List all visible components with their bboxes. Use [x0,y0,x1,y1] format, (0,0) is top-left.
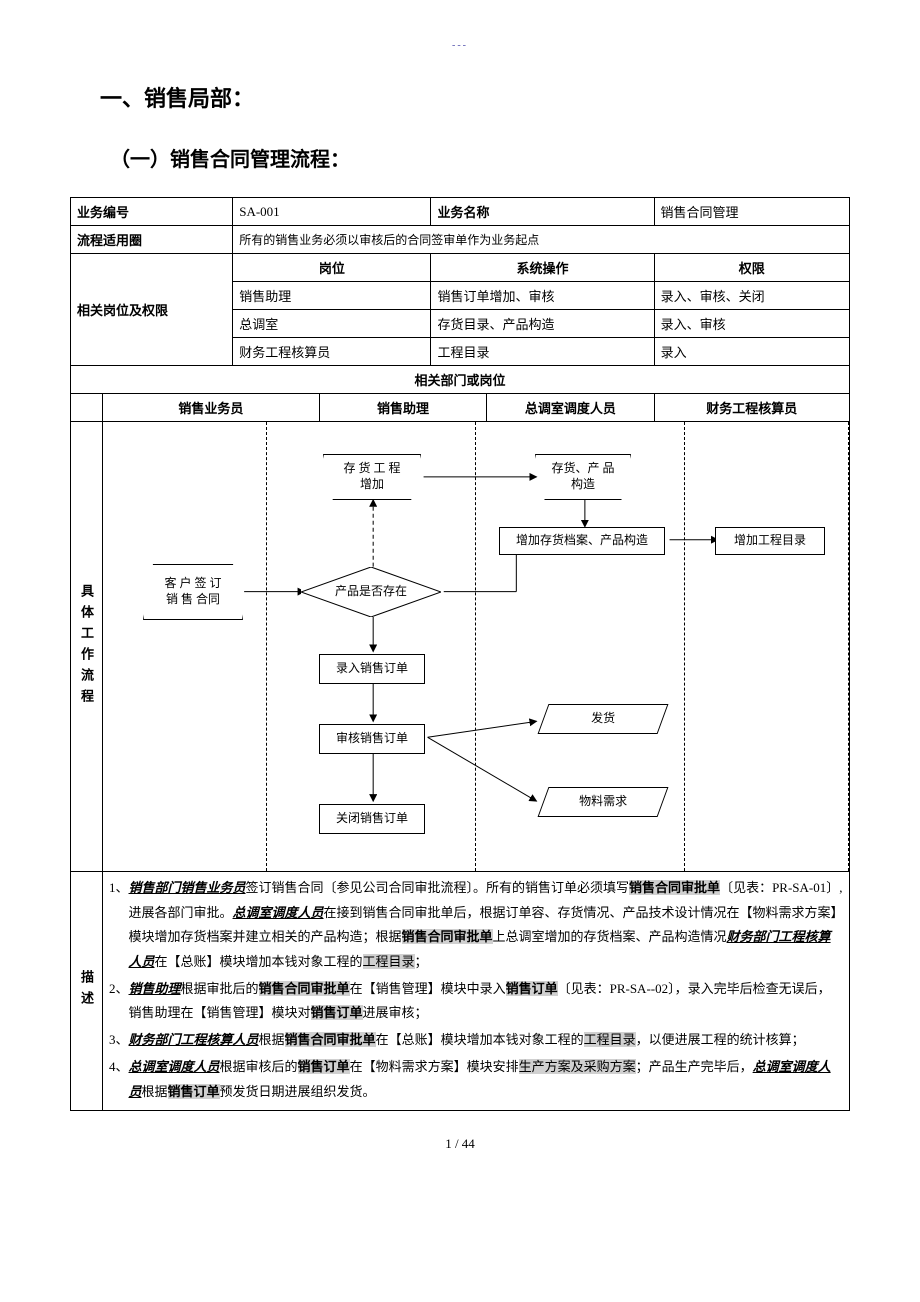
flow-col-3: 财务工程核算员 [654,394,849,422]
node-add-inv-file: 增加存货档案、产品构造 [499,527,665,555]
roles-1-operation: 存货目录、产品构造 [431,310,654,338]
dept-header: 相关部门或岗位 [71,366,850,394]
roles-h-operation: 系统操作 [431,254,654,282]
desc-item: 1、销售部门销售业务员签订销售合同〔参见公司合同审批流程〕。所有的销售订单必须填… [109,876,843,975]
roles-1-position: 总调室 [233,310,431,338]
flowchart-cell: 客 户 签 订 销 售 合同 存 货 工 程增加 产品是否存在 录入销售订单 审… [103,422,850,872]
desc-item: 2、销售助理根据审批后的销售合同审批单在【销售管理】模块中录入销售订单〔见表：P… [109,977,843,1026]
desc-list: 1、销售部门销售业务员签订销售合同〔参见公司合同审批流程〕。所有的销售订单必须填… [109,876,843,1104]
roles-0-operation: 销售订单增加、审核 [431,282,654,310]
flow-col-1: 销售助理 [319,394,487,422]
biz-name-label: 业务名称 [431,198,654,226]
flow-col-0: 销售业务员 [103,394,320,422]
section-heading: 一、销售局部： [100,81,850,113]
scope-label: 流程适用圈 [71,226,233,254]
node-inv-prod: 存货、产 品构造 [535,454,631,500]
desc-cell: 1、销售部门销售业务员签订销售合同〔参见公司合同审批流程〕。所有的销售订单必须填… [103,872,850,1111]
node-decision-label: 产品是否存在 [335,584,407,600]
flow-col-2: 总调室调度人员 [487,394,654,422]
node-enter-order: 录入销售订单 [319,654,425,684]
roles-2-position: 财务工程核算员 [233,338,431,366]
flow-columns-row: 销售业务员 销售助理 总调室调度人员 财务工程核算员 [71,394,850,422]
roles-0-position: 销售助理 [233,282,431,310]
node-review-order: 审核销售订单 [319,724,425,754]
roles-group-label: 相关岗位及权限 [71,254,233,366]
page-footer: 1 / 44 [70,1136,850,1152]
flow-corner [71,394,103,422]
biz-code: SA-001 [233,198,431,226]
node-material: 物料需求 [538,787,669,817]
node-material-label: 物料需求 [579,794,627,810]
biz-code-label: 业务编号 [71,198,233,226]
roles-1-permission: 录入、审核 [654,310,849,338]
scope-text: 所有的销售业务必须以审核后的合同签审单作为业务起点 [233,226,850,254]
flowchart-row: 具体工作流程 [71,422,850,872]
node-close-order: 关闭销售订单 [319,804,425,834]
node-ship: 发货 [538,704,669,734]
node-contract: 客 户 签 订 销 售 合同 [143,564,243,620]
biz-name: 销售合同管理 [654,198,849,226]
desc-row-label: 描述 [71,872,103,1111]
subsection-heading: （一）销售合同管理流程： [110,143,850,172]
flow-row-label: 具体工作流程 [71,422,103,872]
roles-h-position: 岗位 [233,254,431,282]
meta-row-1: 业务编号 SA-001 业务名称 销售合同管理 [71,198,850,226]
roles-header-row: 相关岗位及权限 岗位 系统操作 权限 [71,254,850,282]
dept-header-row: 相关部门或岗位 [71,366,850,394]
roles-2-permission: 录入 [654,338,849,366]
roles-2-operation: 工程目录 [431,338,654,366]
description-row: 描述 1、销售部门销售业务员签订销售合同〔参见公司合同审批流程〕。所有的销售订单… [71,872,850,1111]
desc-item: 4、总调室调度人员根据审核后的销售订单在【物料需求方案】模块安排生产方案及采购方… [109,1055,843,1104]
header-mark: --- [70,40,850,51]
node-decision-exist: 产品是否存在 [301,567,441,617]
roles-h-permission: 权限 [654,254,849,282]
node-add-inventory: 存 货 工 程增加 [323,454,421,500]
roles-0-permission: 录入、审核、关闭 [654,282,849,310]
process-table: 业务编号 SA-001 业务名称 销售合同管理 流程适用圈 所有的销售业务必须以… [70,197,850,1111]
desc-item: 3、财务部门工程核算人员根据销售合同审批单在【总账】模块增加本钱对象工程的工程目… [109,1028,843,1053]
node-add-project: 增加工程目录 [715,527,825,555]
meta-row-2: 流程适用圈 所有的销售业务必须以审核后的合同签审单作为业务起点 [71,226,850,254]
node-ship-label: 发货 [591,711,615,727]
